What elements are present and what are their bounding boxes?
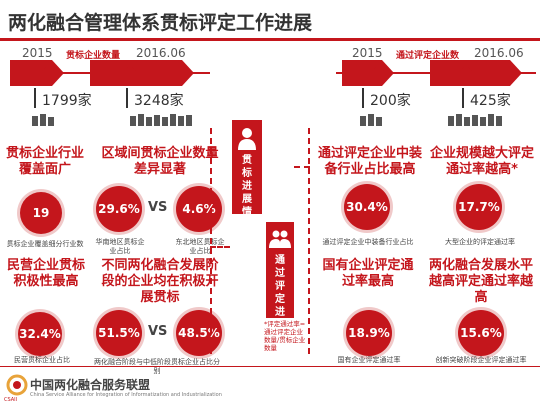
left-dot-end — [124, 67, 136, 79]
right-block-1-caption: 通过评定企业中装备行业占比 — [322, 238, 414, 246]
left-block-2-value-a: 29.6% — [96, 186, 142, 232]
right-dot-start — [372, 67, 384, 79]
left-year-end: 2016.06 — [136, 46, 186, 60]
left-block-4-heading: 不同两化融合发展阶段的企业均在积极开展贯标 — [101, 258, 219, 305]
right-block-4-value: 15.6% — [458, 310, 504, 356]
logo-badge: CSAII — [4, 397, 18, 403]
group-icon — [269, 230, 291, 248]
left-block-2-heading: 区域间贯标企业数量差异显著 — [101, 146, 219, 177]
left-arrow-end — [90, 60, 194, 86]
building-icons-right — [360, 114, 502, 126]
right-block-1-value: 30.4% — [344, 184, 390, 230]
right-section-label: 通过评定进展情况 — [275, 255, 285, 357]
page-title: 两化融合管理体系贯标评定工作进展 — [8, 12, 313, 34]
left-block-2-vs: VS — [148, 200, 168, 215]
left-section-box: 贯标进展情况 — [232, 120, 262, 231]
right-dashed-divider — [308, 128, 310, 354]
left-block-3-value: 32.4% — [18, 312, 62, 356]
left-block-4-vs: VS — [148, 324, 168, 339]
right-count-bracket-start — [362, 88, 367, 108]
footer-divider — [0, 366, 540, 367]
left-section-label: 贯标进展情况 — [242, 155, 252, 231]
left-block-1-value: 19 — [20, 192, 62, 234]
left-block-2-caption-b: 东北地区贯标企业占比 — [175, 238, 225, 255]
building-icons-left — [32, 114, 192, 126]
left-count-start: 1799家 — [42, 93, 92, 109]
alliance-logo-icon — [6, 374, 28, 396]
left-block-1-heading: 贯标企业行业覆盖面广 — [6, 146, 85, 177]
right-block-2-heading: 企业规模越大评定通过率越高* — [430, 146, 535, 177]
left-count-bracket-start — [34, 88, 39, 108]
right-year-start: 2015 — [352, 46, 383, 60]
left-block-1-caption: 贯标企业覆盖细分行业数 — [6, 240, 84, 248]
right-section-box: 通过评定进展情况 — [266, 222, 294, 357]
left-dashed-connector — [210, 246, 230, 248]
alliance-name: 中国两化融合服务联盟 — [30, 378, 151, 392]
left-count-end: 3248家 — [134, 93, 184, 109]
pass-rate-note: *评定通过率=通过评定企业数量/贯标企业数量 — [264, 320, 306, 352]
left-bar-label: 贯标企业数量 — [66, 51, 121, 61]
left-dot-start — [42, 67, 54, 79]
right-block-1-heading: 通过评定企业中装备行业占比最高 — [318, 146, 423, 177]
right-block-4-caption: 创新突破阶段企业评定通过率 — [435, 356, 527, 364]
left-dashed-divider — [210, 128, 212, 354]
right-block-4-heading: 两化融合发展水平越高评定通过率越高 — [428, 258, 533, 305]
right-count-bracket-end — [462, 88, 467, 108]
alliance-name-en: China Service Alliance for Integration o… — [30, 392, 222, 398]
right-block-3-caption: 国有企业评定通过率 — [337, 356, 401, 364]
left-count-bracket-end — [126, 88, 131, 108]
left-block-2-caption-a: 华南地区贯标企业占比 — [95, 238, 145, 255]
left-block-4-value-b: 48.5% — [176, 310, 222, 356]
right-block-3-heading: 国有企业评定通过率最高 — [322, 258, 414, 289]
right-block-2-value: 17.7% — [456, 184, 502, 230]
left-block-2-value-b: 4.6% — [176, 186, 222, 232]
left-block-3-heading: 民营企业贯标积极性最高 — [6, 258, 85, 289]
left-block-3-caption: 民营贯标企业占比 — [14, 356, 70, 364]
right-dot-end — [460, 67, 472, 79]
person-icon — [238, 128, 256, 150]
title-divider — [0, 38, 540, 41]
left-block-4-value-a: 51.5% — [96, 310, 142, 356]
right-year-end: 2016.06 — [474, 46, 524, 60]
right-bar-label: 通过评定企业数 — [396, 51, 460, 61]
left-block-4-caption: 两化融合阶段与中低阶段贯标企业占比分别 — [94, 358, 220, 375]
right-block-3-value: 18.9% — [346, 310, 392, 356]
right-dashed-connector — [294, 166, 310, 168]
left-year-start: 2015 — [22, 46, 53, 60]
right-count-start: 200家 — [370, 93, 411, 109]
right-block-2-caption: 大型企业的评定通过率 — [445, 238, 515, 246]
right-count-end: 425家 — [470, 93, 511, 109]
